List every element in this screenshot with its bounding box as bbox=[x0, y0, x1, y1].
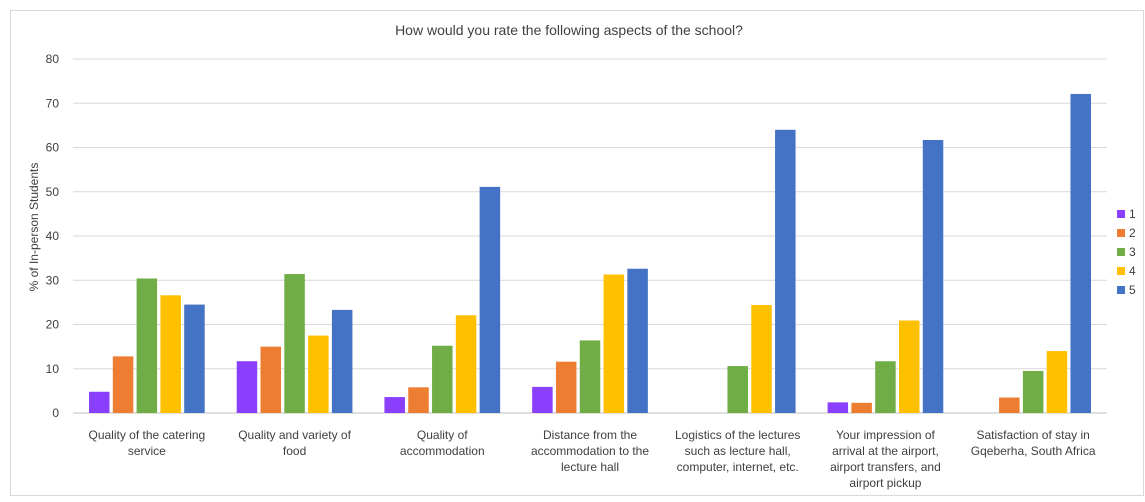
y-axis: 0 10 20 30 40 50 60 70 80 bbox=[46, 52, 60, 420]
x-axis: Quality of the catering service Quality an… bbox=[88, 428, 1095, 490]
bar-3 bbox=[284, 274, 305, 413]
legend-swatch-1 bbox=[1117, 210, 1125, 218]
x-tick-label: Quality of the catering service bbox=[88, 428, 205, 458]
legend-label: 4 bbox=[1129, 264, 1136, 278]
bar-2 bbox=[112, 356, 134, 413]
bar-5 bbox=[331, 309, 353, 413]
legend-swatch-3 bbox=[1117, 248, 1125, 256]
legend-label: 1 bbox=[1129, 207, 1136, 221]
bar-5 bbox=[922, 139, 944, 414]
legend-label: 5 bbox=[1129, 283, 1136, 297]
y-tick-label: 70 bbox=[46, 96, 60, 110]
bar-2 bbox=[851, 402, 872, 413]
chart-title: How would you rate the following aspects… bbox=[395, 22, 743, 38]
bar-2 bbox=[408, 387, 429, 413]
x-tick-label: Your impression of arrival at the airport… bbox=[830, 428, 941, 490]
bar-3 bbox=[432, 345, 453, 413]
chart-area: How would you rate the following aspects… bbox=[10, 10, 1144, 496]
bar-2 bbox=[555, 361, 577, 413]
legend-swatch-5 bbox=[1117, 286, 1125, 294]
legend-swatch-2 bbox=[1117, 229, 1125, 237]
bar-5 bbox=[775, 129, 796, 414]
y-tick-label: 30 bbox=[46, 273, 60, 287]
y-tick-label: 80 bbox=[46, 52, 60, 66]
bar-1 bbox=[532, 386, 553, 413]
legend: 1 2 3 4 5 bbox=[1117, 207, 1136, 297]
bar-1 bbox=[827, 402, 849, 413]
y-axis-label: % of In-person Students bbox=[27, 163, 41, 292]
x-tick-label: Quality and variety of food bbox=[238, 428, 351, 458]
legend-label: 2 bbox=[1129, 226, 1136, 240]
y-tick-label: 10 bbox=[46, 362, 60, 376]
bar-5 bbox=[1070, 93, 1091, 414]
bar-1 bbox=[236, 361, 258, 413]
bar-4 bbox=[308, 335, 329, 413]
y-tick-label: 20 bbox=[46, 318, 60, 332]
bar-4 bbox=[751, 305, 772, 413]
bar-4 bbox=[898, 320, 920, 413]
bars bbox=[89, 93, 1091, 414]
x-tick-label: Satisfaction of stay in Gqeberha, South A… bbox=[971, 428, 1096, 458]
bar-2 bbox=[260, 346, 282, 413]
y-tick-label: 0 bbox=[52, 406, 59, 420]
bar-2 bbox=[999, 397, 1020, 413]
bar-3 bbox=[875, 361, 896, 413]
x-tick-label: Quality of accommodation bbox=[400, 428, 485, 458]
bar-5 bbox=[184, 304, 205, 413]
bar-4 bbox=[603, 274, 625, 413]
y-tick-label: 60 bbox=[46, 141, 60, 155]
x-tick-label: Logistics of the lectures such as lecture… bbox=[675, 428, 800, 474]
bar-1 bbox=[384, 397, 405, 413]
bar-3 bbox=[1022, 370, 1044, 413]
y-tick-label: 40 bbox=[46, 229, 60, 243]
bar-3 bbox=[136, 278, 158, 413]
bar-4 bbox=[1046, 351, 1068, 413]
bar-1 bbox=[89, 391, 110, 413]
bar-5 bbox=[479, 186, 501, 413]
legend-label: 3 bbox=[1129, 245, 1136, 259]
legend-swatch-4 bbox=[1117, 267, 1125, 275]
bar-5 bbox=[627, 268, 648, 413]
y-tick-label: 50 bbox=[46, 185, 60, 199]
bar-4 bbox=[160, 295, 181, 413]
bar-chart: How would you rate the following aspects… bbox=[27, 22, 1136, 490]
x-tick-label: Distance from the accommodation to the lec… bbox=[531, 428, 649, 474]
bar-3 bbox=[727, 366, 748, 413]
bar-4 bbox=[455, 315, 477, 413]
bar-3 bbox=[579, 340, 601, 413]
